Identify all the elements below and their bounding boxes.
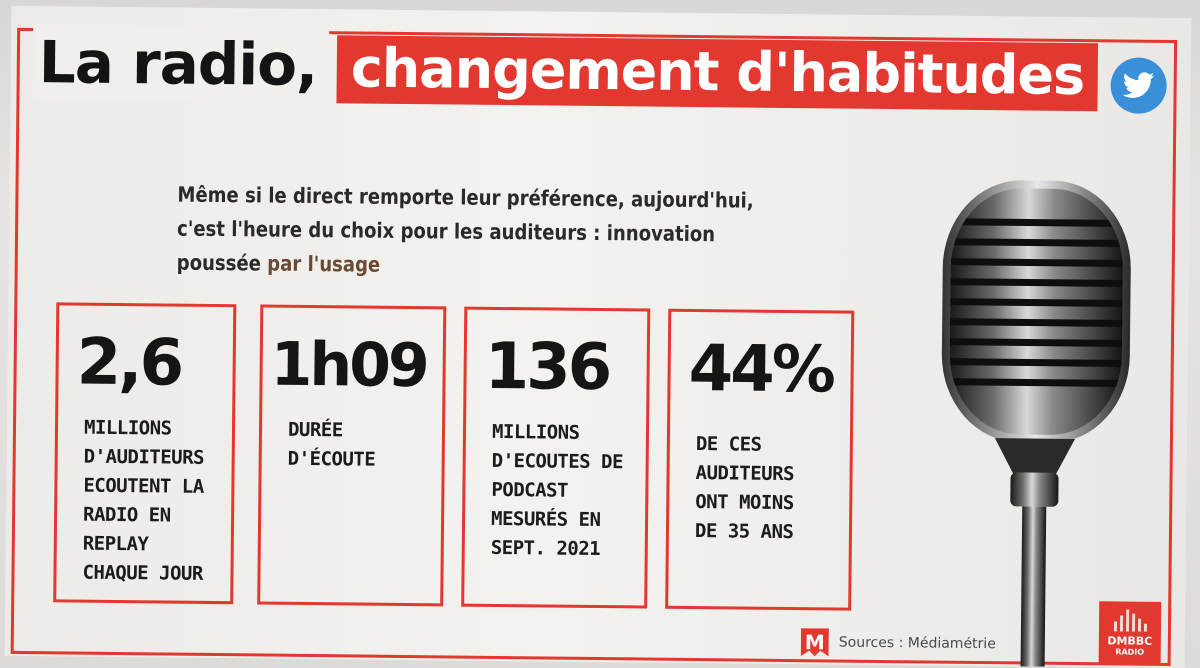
subtitle-highlight: par l'usage [267,251,381,277]
stat-card-age: 44% DE CES AUDITEURS ONT MOINS DE 35 ANS [665,308,855,611]
brand-name: DMBBC [1107,634,1153,648]
stat-description: MILLIONS D'ECOUTES DE PODCAST MESURÉS EN… [490,420,624,561]
stat-description: DURÉE D'ÉCOUTE [287,418,376,471]
title-part-highlight: changement d'habitudes [336,35,1099,112]
equalizer-icon [1113,609,1148,632]
stat-card-duration: 1h09 DURÉE D'ÉCOUTE [257,304,447,607]
sources-line: M Sources : Médiamétrie [801,628,996,658]
twitter-bird-icon[interactable] [1110,57,1167,114]
subtitle-main: Même si le direct remporte leur préféren… [176,182,754,276]
stat-card-replay: 2,6 MILLIONS D'AUDITEURS ECOUTENT LA RAD… [53,302,237,605]
stat-description: DE CES AUDITEURS ONT MOINS DE 35 ANS [694,433,795,544]
mediametrie-logo: M [801,628,829,656]
stat-value: 1h09 [270,329,428,402]
stat-value: 136 [484,329,610,406]
dmbbc-logo: DMBBC RADIO [1098,601,1162,664]
microphone-icon [941,180,1131,667]
stat-value: 2,6 [76,325,182,401]
stat-card-podcast: 136 MILLIONS D'ECOUTES DE PODCAST MESURÉ… [461,306,651,609]
subtitle: Même si le direct remporte leur préféren… [177,178,780,286]
stat-description: MILLIONS D'AUDITEURS ECOUTENT LA RADIO E… [82,416,205,585]
slide: La radio, changement d'habitudes Même si… [4,5,1192,668]
stat-value: 44% [688,331,834,408]
brand-sub: RADIO [1115,647,1145,657]
sources-text: Sources : Médiamétrie [838,634,996,653]
title-part-black: La radio, [32,24,330,104]
